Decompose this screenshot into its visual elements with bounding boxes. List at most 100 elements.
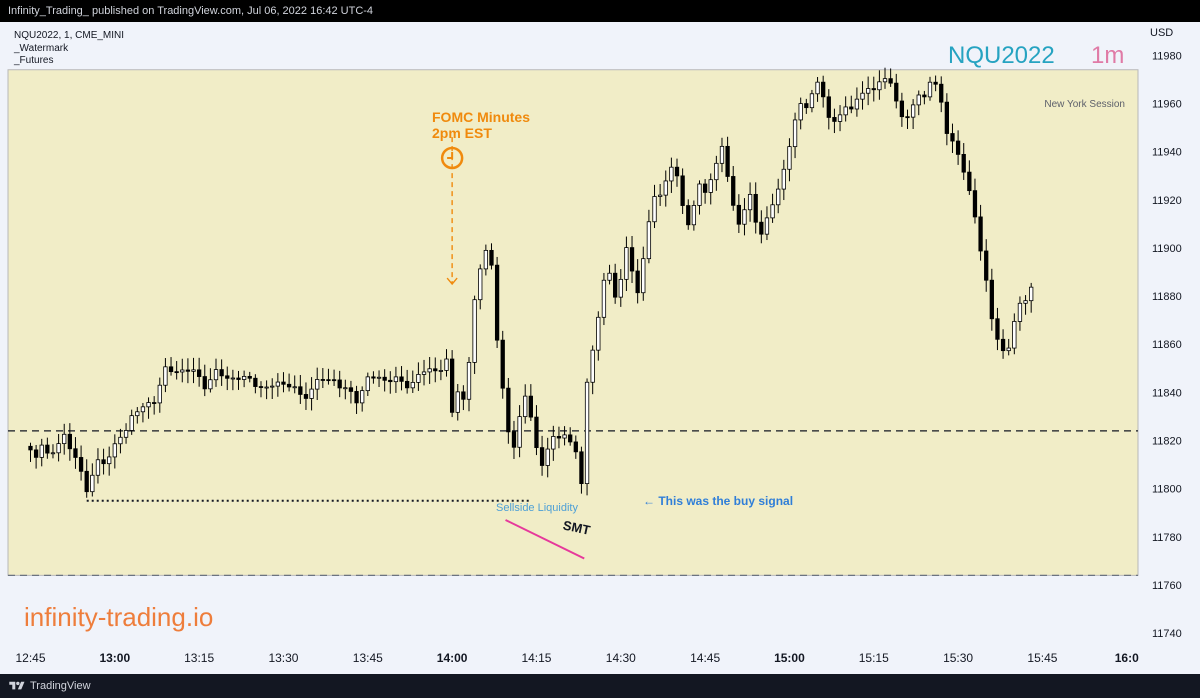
candle bbox=[472, 295, 477, 374]
candle bbox=[281, 372, 286, 393]
candle bbox=[444, 349, 449, 377]
tradingview-brand[interactable]: TradingView bbox=[30, 680, 91, 692]
candle bbox=[123, 423, 129, 444]
candle bbox=[28, 442, 33, 462]
candle bbox=[798, 97, 803, 130]
candle bbox=[1000, 329, 1006, 359]
candle bbox=[961, 143, 966, 180]
candle bbox=[989, 268, 994, 331]
candle bbox=[197, 357, 202, 387]
time-tick-label: 14:45 bbox=[690, 651, 720, 665]
candle bbox=[939, 76, 944, 113]
candle bbox=[967, 160, 972, 195]
candle bbox=[433, 357, 438, 383]
candle bbox=[62, 423, 67, 455]
candle bbox=[837, 105, 843, 132]
candle bbox=[388, 371, 393, 394]
candle bbox=[191, 357, 196, 384]
candle bbox=[371, 371, 376, 384]
candle bbox=[680, 168, 685, 214]
candle bbox=[652, 184, 657, 229]
publish-info-bar: Infinity_Trading_ published on TradingVi… bbox=[0, 0, 1200, 22]
candle bbox=[933, 75, 938, 92]
candle bbox=[736, 194, 741, 234]
price-tick-label: 11880 bbox=[1152, 291, 1182, 303]
candle bbox=[84, 459, 89, 498]
candle bbox=[511, 420, 517, 459]
time-tick-label: 16:0 bbox=[1115, 651, 1139, 665]
candle bbox=[258, 381, 264, 398]
price-tick-label: 11920 bbox=[1152, 195, 1182, 207]
candle bbox=[669, 157, 674, 193]
tradingview-logo-icon[interactable] bbox=[8, 680, 26, 692]
candle bbox=[343, 379, 348, 400]
candle bbox=[45, 437, 50, 459]
candle bbox=[303, 382, 309, 410]
candle bbox=[455, 383, 460, 421]
candle bbox=[174, 361, 179, 380]
candle bbox=[927, 76, 933, 101]
candle bbox=[995, 307, 1000, 351]
candle bbox=[910, 99, 916, 129]
candle bbox=[792, 112, 798, 159]
candle bbox=[421, 359, 427, 386]
candle bbox=[534, 405, 539, 456]
candle bbox=[809, 89, 815, 113]
candle bbox=[405, 369, 410, 394]
candle bbox=[781, 159, 786, 201]
candle bbox=[618, 269, 623, 307]
candle bbox=[331, 369, 337, 386]
watermark-interval: 1m bbox=[1091, 42, 1124, 69]
candle bbox=[601, 272, 607, 326]
fomc-time-label: 2pm EST bbox=[432, 125, 492, 141]
candle bbox=[264, 380, 269, 400]
candle bbox=[764, 206, 770, 241]
candle bbox=[759, 210, 764, 244]
candle bbox=[90, 463, 95, 497]
candle bbox=[202, 364, 207, 397]
new-york-session-box bbox=[7, 69, 1139, 576]
candle bbox=[888, 68, 893, 87]
candle bbox=[107, 446, 112, 476]
candle bbox=[56, 434, 61, 462]
candle bbox=[213, 358, 219, 387]
footer-bar: TradingView bbox=[0, 674, 1200, 698]
candle bbox=[466, 357, 472, 412]
candle bbox=[641, 246, 646, 301]
candle bbox=[449, 350, 455, 418]
candle bbox=[112, 434, 117, 469]
fomc-arrowhead-icon bbox=[446, 277, 458, 286]
candle bbox=[247, 371, 252, 383]
time-axis[interactable]: 12:45 13:00 13:15 13:30 13:45 14:00 14:15 14:30… bbox=[15, 651, 1139, 665]
time-tick-label: 15:30 bbox=[943, 651, 973, 665]
legend-watermark: _Watermark bbox=[13, 43, 69, 54]
candle bbox=[185, 358, 191, 384]
candle bbox=[916, 90, 921, 116]
candle bbox=[376, 370, 382, 387]
candle bbox=[410, 370, 415, 393]
candle bbox=[950, 123, 955, 153]
candle bbox=[657, 183, 663, 206]
time-tick-label: 14:00 bbox=[437, 651, 468, 665]
candle bbox=[691, 200, 697, 231]
candlestick-chart[interactable]: NQU2022, 1, CME_MINI _Watermark _Futures… bbox=[0, 0, 1200, 674]
candle bbox=[135, 407, 140, 424]
watermark-symbol: NQU2022 bbox=[948, 42, 1055, 69]
candle bbox=[984, 239, 989, 292]
candle bbox=[702, 179, 708, 204]
publish-info-text: Infinity_Trading_ published on TradingVi… bbox=[8, 5, 374, 17]
candle bbox=[697, 180, 702, 215]
candle bbox=[821, 75, 826, 108]
candle bbox=[95, 448, 101, 484]
candle bbox=[523, 384, 528, 424]
price-tick-label: 11740 bbox=[1152, 628, 1182, 640]
candle bbox=[1017, 296, 1023, 331]
candle bbox=[225, 366, 230, 391]
price-axis[interactable]: USD 11740 11760 11780 11800 11820 11840 11860 1… bbox=[1150, 27, 1182, 640]
candle bbox=[337, 370, 342, 398]
candle bbox=[708, 173, 713, 205]
time-tick-label: 13:45 bbox=[353, 651, 383, 665]
candle bbox=[483, 244, 489, 276]
time-tick-label: 14:15 bbox=[521, 651, 551, 665]
candle bbox=[275, 373, 280, 397]
